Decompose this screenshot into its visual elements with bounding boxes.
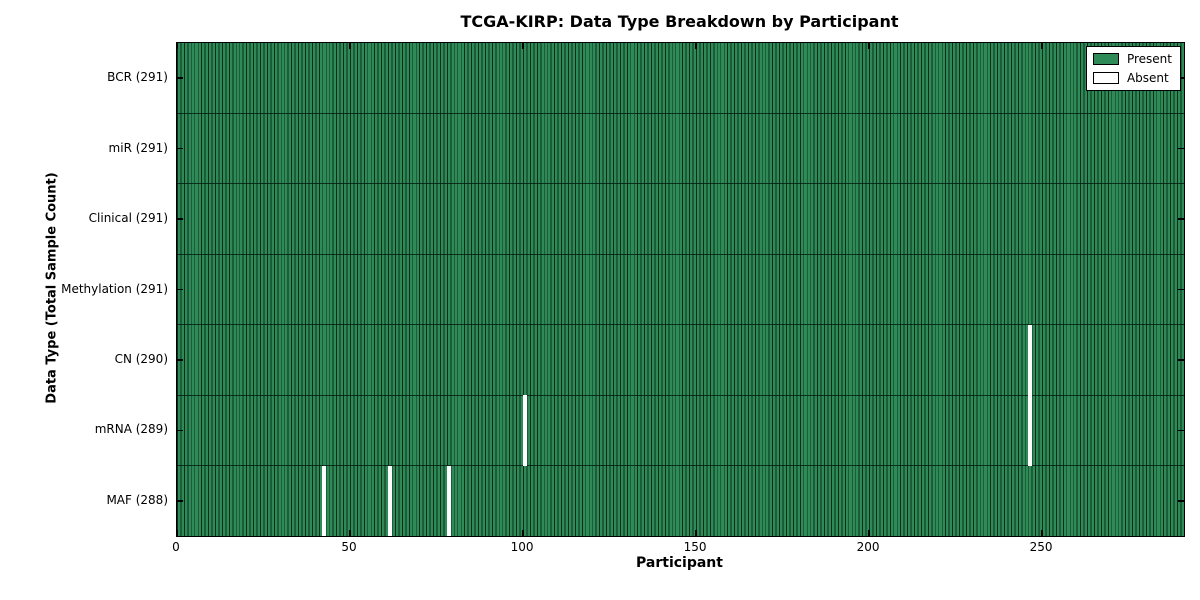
y-tick-label-miR: miR (291): [108, 140, 168, 155]
axis-tick: [176, 43, 178, 49]
y-tick-label-Methylation: Methylation (291): [61, 281, 168, 296]
y-tick-label-Clinical: Clinical (291): [88, 211, 168, 226]
x-axis-title: Participant: [636, 555, 723, 571]
axis-tick: [695, 43, 697, 49]
x-tick-label-150: 150: [683, 540, 707, 554]
axis-tick: [868, 43, 870, 49]
legend-label-absent: Absent: [1126, 71, 1169, 85]
x-tick-label-0: 0: [172, 540, 180, 554]
row-boundary-line: [177, 324, 1184, 326]
axis-tick: [177, 77, 183, 79]
absent-marker-CN-p246: [1027, 324, 1032, 396]
axis-tick: [176, 530, 178, 536]
legend-item-present: Present: [1092, 52, 1172, 66]
axis-tick: [868, 530, 870, 536]
axis-tick: [349, 43, 351, 49]
legend-swatch-present-icon: [1092, 53, 1119, 65]
x-tick-label-100: 100: [510, 540, 534, 554]
present-bars-texture: [177, 43, 1184, 536]
absent-marker-mRNA-p246: [1027, 395, 1032, 466]
x-tick-label-50: 50: [341, 540, 357, 554]
axis-tick: [177, 218, 183, 220]
x-tick-label-250: 250: [1029, 540, 1053, 554]
axis-tick: [177, 500, 183, 502]
axis-tick: [1041, 43, 1043, 49]
chart-title: TCGA-KIRP: Data Type Breakdown by Partic…: [460, 12, 899, 31]
row-boundary-line: [177, 394, 1184, 396]
y-tick-label-mRNA: mRNA (289): [94, 422, 168, 437]
axis-tick: [1178, 359, 1184, 361]
axis-tick: [177, 429, 183, 432]
legend: Present Absent: [1085, 46, 1181, 91]
y-tick-label-CN: CN (290): [114, 351, 168, 366]
axis-tick: [1041, 530, 1043, 536]
legend-swatch-absent-icon: [1092, 72, 1119, 84]
row-boundary-line: [177, 465, 1184, 467]
absent-marker-MAF-p42: [322, 465, 327, 536]
axis-tick: [1178, 147, 1184, 150]
row-boundary-line: [177, 183, 1184, 185]
absent-marker-MAF-p61: [387, 465, 392, 536]
row-boundary-line: [177, 112, 1184, 114]
y-tick-label-BCR: BCR (291): [107, 70, 168, 85]
axis-tick: [695, 530, 697, 536]
axis-tick: [1178, 77, 1184, 79]
axis-tick: [177, 359, 183, 361]
plot-area: Present Absent: [176, 42, 1185, 537]
axis-tick: [1178, 429, 1184, 432]
absent-marker-mRNA-p100: [522, 395, 527, 466]
axis-tick: [349, 530, 351, 536]
legend-item-absent: Absent: [1092, 71, 1172, 85]
row-boundary-line: [177, 253, 1184, 255]
absent-marker-MAF-p78: [446, 465, 451, 536]
y-tick-label-MAF: MAF (288): [106, 492, 168, 507]
x-tick-label-200: 200: [856, 540, 880, 554]
axis-tick: [1178, 218, 1184, 220]
axis-tick: [522, 43, 524, 49]
legend-label-present: Present: [1126, 52, 1172, 66]
axis-tick: [1178, 288, 1184, 291]
axis-tick: [177, 288, 183, 291]
axis-tick: [1178, 500, 1184, 502]
axis-tick: [522, 530, 524, 536]
axis-tick: [177, 147, 183, 150]
